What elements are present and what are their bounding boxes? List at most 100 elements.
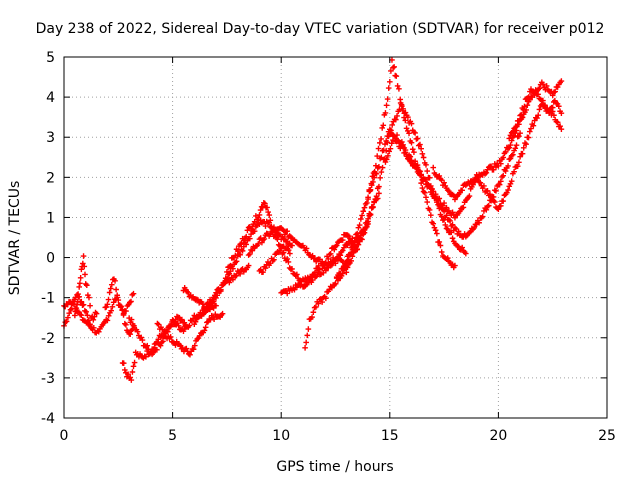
data-point [284,238,291,245]
data-point [294,271,300,278]
data-point [459,187,465,194]
x-tick-label: 0 [60,428,69,444]
data-point [175,323,182,329]
data-point [109,304,116,310]
data-point [80,260,86,267]
data-point [232,252,239,259]
data-point [511,168,517,175]
data-point [498,160,504,167]
data-point [224,269,230,275]
data-point [516,118,522,124]
data-point [192,342,198,349]
data-point [418,145,424,152]
data-point [224,276,230,282]
data-point [383,138,389,144]
data-point [447,218,453,224]
data-point [65,314,71,321]
data-point [302,345,308,351]
data-point [475,176,481,182]
data-point [483,207,490,213]
y-tick-label: -2 [41,331,55,347]
data-point [107,285,114,292]
data-point [84,282,90,289]
data-point [129,292,136,298]
data-point [157,342,164,349]
data-point [442,222,449,228]
data-point [303,339,309,346]
data-point [459,244,465,251]
data-point [481,183,487,189]
data-point [262,265,269,271]
data-point [510,151,516,158]
data-point [521,103,528,110]
data-point [446,188,452,194]
data-point [365,216,371,222]
data-point [420,154,427,161]
data-point [520,144,527,151]
data-point [535,91,541,98]
data-point [414,164,421,171]
data-point [159,326,166,333]
data-point [154,320,161,327]
data-point [93,310,100,317]
data-point [303,245,310,252]
data-point [359,236,365,243]
data-point [417,141,423,148]
data-point [233,272,240,279]
data-point [500,172,507,179]
series-7 [154,310,226,358]
data-point [128,377,135,383]
data-point [264,204,270,211]
data-point [499,174,505,180]
data-point [202,324,209,331]
data-point [131,359,138,366]
data-point [456,208,463,215]
data-point [186,322,193,329]
y-tick-label: 3 [46,130,55,146]
data-point [408,139,415,146]
data-point [418,180,424,186]
data-point [395,138,401,144]
data-point [394,83,401,89]
data-point [274,236,281,243]
data-point [402,109,409,116]
data-point [400,106,406,112]
data-point [519,150,526,157]
data-point [540,97,546,104]
data-point [127,374,134,381]
data-point [82,271,88,278]
data-point [92,309,99,316]
data-point [441,200,447,206]
data-point [208,302,215,309]
data-point [364,223,370,230]
data-point [372,196,379,202]
data-point [368,182,375,188]
data-point [505,187,511,193]
data-point [386,148,392,155]
data-point [130,363,137,370]
data-point [210,298,217,305]
data-point [243,241,250,248]
data-point [261,199,267,206]
data-point [373,193,380,199]
data-point [285,259,292,265]
data-point [284,256,291,262]
data-point [103,304,110,310]
data-point [434,230,440,237]
data-point [122,367,128,373]
data-point [554,119,561,126]
data-point [542,102,548,109]
y-tick-label: 0 [46,251,55,267]
data-point [371,199,377,206]
data-point [262,200,268,207]
data-point [466,193,473,199]
data-point [74,298,81,305]
data-point [393,73,400,79]
data-point [289,242,295,249]
data-point [257,207,264,213]
data-point [169,317,176,323]
data-point [339,237,346,243]
data-point [414,135,421,142]
data-point [312,269,318,276]
data-point [432,191,439,197]
